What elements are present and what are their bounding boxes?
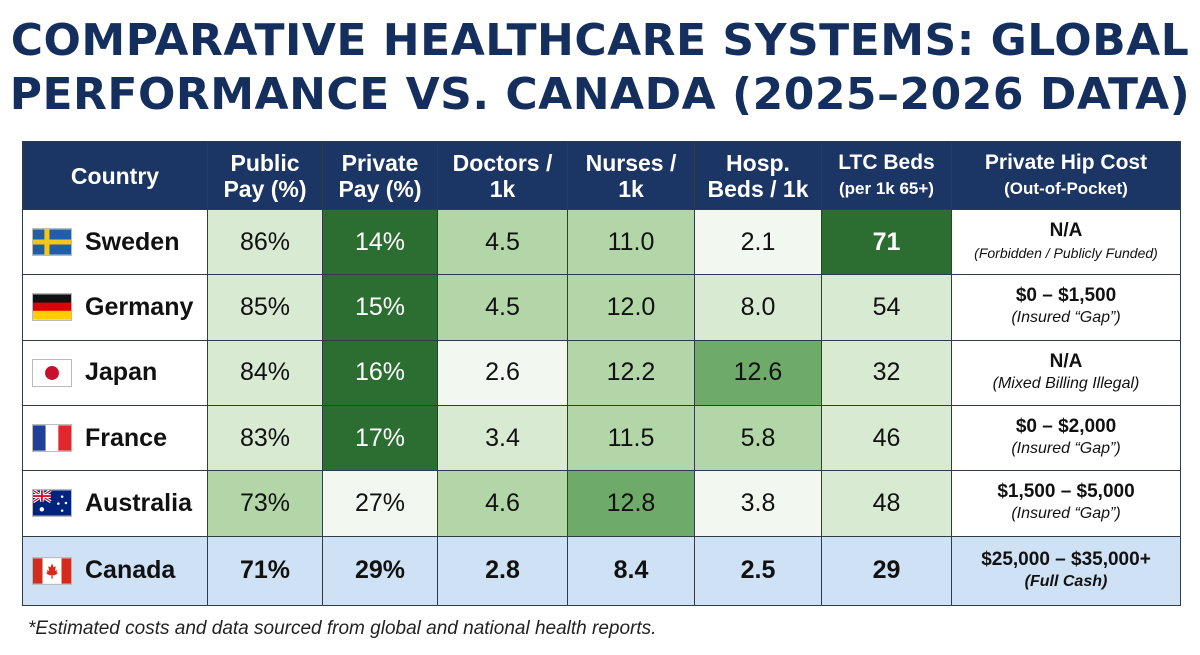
france-flag-icon <box>33 425 71 451</box>
cell-hip-cost: N/A (Mixed Billing Illegal) <box>951 339 1181 406</box>
comparison-table: Country Public Pay (%) Private Pay (%) Doc… <box>22 141 1181 607</box>
cell-beds: 8.0 <box>694 274 822 341</box>
page-title: COMPARATIVE HEALTHCARE SYSTEMS: GLOBAL P… <box>0 14 1200 122</box>
cell-private: 27% <box>322 470 438 537</box>
country-cell: Australia <box>22 470 208 537</box>
cell-ltc: 29 <box>821 535 952 607</box>
table-row: Sweden 86% 14% 4.5 11.0 2.1 71 N/A (Forbidden / … <box>22 208 1181 276</box>
header-country: Country <box>22 141 208 210</box>
australia-flag-icon <box>33 490 71 517</box>
hip-cost-note: (Insured “Gap”) <box>1011 505 1121 523</box>
cell-hip-cost: N/A (Forbidden / Publicly Funded) <box>951 208 1181 276</box>
cell-doctors: 3.4 <box>437 404 568 472</box>
cell-ltc: 54 <box>821 274 952 341</box>
cell-nurses: 12.8 <box>567 470 695 537</box>
country-cell: Canada <box>22 535 208 607</box>
country-cell: Germany <box>22 274 208 341</box>
cell-nurses: 12.0 <box>567 274 695 341</box>
cell-public: 73% <box>207 470 323 537</box>
cell-nurses: 8.4 <box>567 535 695 607</box>
hip-cost-value: $0 – $1,500 <box>1015 285 1117 307</box>
country-cell: France <box>22 404 208 472</box>
hip-cost-note: (Forbidden / Publicly Funded) <box>974 245 1158 262</box>
header-ltc-beds: LTC Beds (per 1k 65+) <box>821 141 952 210</box>
country-name: Sweden <box>85 227 180 256</box>
hip-cost-note: (Insured “Gap”) <box>1011 440 1121 458</box>
cell-nurses: 12.2 <box>567 339 695 406</box>
hip-cost-value: $25,000 – $35,000+ <box>981 548 1151 570</box>
cell-private: 16% <box>322 339 438 406</box>
cell-ltc: 32 <box>821 339 952 406</box>
cell-nurses: 11.5 <box>567 404 695 472</box>
country-name: Japan <box>85 358 158 387</box>
title-line-2: PERFORMANCE VS. CANADA (2025–2026 DATA) <box>9 69 1191 120</box>
cell-public: 84% <box>207 339 323 406</box>
country-name: Germany <box>85 292 194 321</box>
header-private-pay: Private Pay (%) <box>322 141 438 210</box>
cell-beds: 12.6 <box>694 339 822 406</box>
cell-doctors: 4.5 <box>437 274 568 341</box>
cell-beds: 2.5 <box>694 535 822 607</box>
germany-flag-icon <box>33 294 71 321</box>
cell-public: 85% <box>207 274 323 341</box>
table-row: Australia 73% 27% 4.6 12.8 3.8 48 $1,500 – $5,0… <box>22 470 1181 537</box>
hip-cost-value: $1,500 – $5,000 <box>997 481 1135 503</box>
cell-nurses: 11.0 <box>567 208 695 276</box>
cell-hip-cost: $1,500 – $5,000 (Insured “Gap”) <box>951 470 1181 537</box>
cell-beds: 3.8 <box>694 470 822 537</box>
cell-hip-cost: $0 – $1,500 (Insured “Gap”) <box>951 274 1181 341</box>
cell-public: 83% <box>207 404 323 472</box>
cell-doctors: 4.5 <box>437 208 568 276</box>
country-cell: Japan <box>22 339 208 406</box>
sweden-flag-icon <box>33 229 71 255</box>
cell-ltc: 46 <box>821 404 952 472</box>
table-row: Germany 85% 15% 4.5 12.0 8.0 54 $0 – $1,500 (Ins… <box>22 274 1181 341</box>
cell-private: 17% <box>322 404 438 472</box>
hip-cost-note: (Mixed Billing Illegal) <box>992 374 1140 392</box>
table-row: Canada 71% 29% 2.8 8.4 2.5 29 $25,000 – $35,000… <box>22 535 1181 607</box>
cell-hip-cost: $0 – $2,000 (Insured “Gap”) <box>951 404 1181 472</box>
header-public-pay: Public Pay (%) <box>207 141 323 210</box>
table-row: Japan 84% 16% 2.6 12.2 12.6 32 N/A (Mixed Billin… <box>22 339 1181 406</box>
canada-flag-icon <box>33 558 71 584</box>
hip-cost-note: (Full Cash) <box>1024 572 1108 590</box>
country-name: Canada <box>85 556 176 585</box>
header-nurses: Nurses /1k <box>567 141 695 210</box>
header-hospital-beds: Hosp. Beds / 1k <box>694 141 822 210</box>
header-hip-cost: Private Hip Cost (Out-of-Pocket) <box>951 141 1181 210</box>
cell-beds: 2.1 <box>694 208 822 276</box>
cell-doctors: 2.6 <box>437 339 568 406</box>
table-body: Sweden 86% 14% 4.5 11.0 2.1 71 N/A (Forbidden / … <box>22 208 1181 607</box>
footnote: *Estimated costs and data sourced from g… <box>28 618 657 639</box>
cell-private: 15% <box>322 274 438 341</box>
cell-ltc: 48 <box>821 470 952 537</box>
table-row: France 83% 17% 3.4 11.5 5.8 46 $0 – $2,000 (Insu… <box>22 404 1181 472</box>
header-row: Country Public Pay (%) Private Pay (%) Doc… <box>22 141 1181 210</box>
cell-beds: 5.8 <box>694 404 822 472</box>
cell-private: 29% <box>322 535 438 607</box>
hip-cost-value: N/A <box>1049 350 1083 372</box>
cell-private: 14% <box>322 208 438 276</box>
country-name: France <box>85 423 167 452</box>
cell-doctors: 2.8 <box>437 535 568 607</box>
header-doctors: Doctors /1k <box>437 141 568 210</box>
hip-cost-value: $0 – $2,000 <box>1015 416 1117 438</box>
cell-public: 86% <box>207 208 323 276</box>
hip-cost-note: (Insured “Gap”) <box>1011 309 1121 327</box>
japan-flag-icon <box>33 360 71 386</box>
hip-cost-value: N/A <box>1049 220 1083 242</box>
cell-ltc: 71 <box>821 208 952 276</box>
country-cell: Sweden <box>22 208 208 276</box>
title-line-1: COMPARATIVE HEALTHCARE SYSTEMS: GLOBAL <box>10 15 1190 66</box>
country-name: Australia <box>85 488 192 517</box>
cell-doctors: 4.6 <box>437 470 568 537</box>
cell-hip-cost: $25,000 – $35,000+ (Full Cash) <box>951 535 1181 607</box>
cell-public: 71% <box>207 535 323 607</box>
